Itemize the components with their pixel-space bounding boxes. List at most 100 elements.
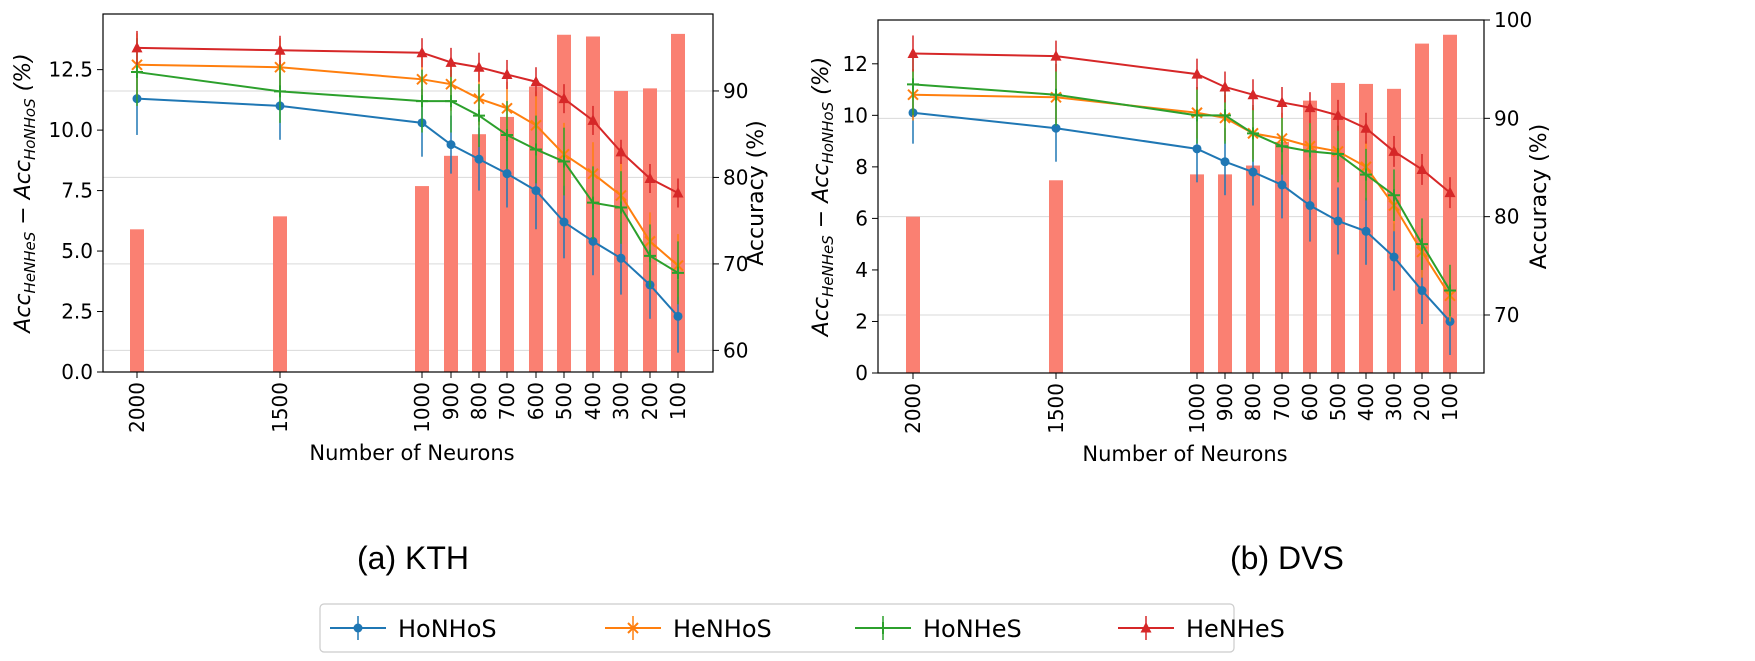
data-point [416, 46, 428, 58]
x-axis-label: Number of Neurons [309, 441, 514, 465]
series-henhos [131, 33, 684, 298]
x-tick-label: 400 [581, 382, 605, 420]
data-point [587, 196, 599, 209]
accuracy-bar [130, 229, 144, 372]
data-point [1191, 109, 1203, 122]
x-tick-label: 800 [467, 382, 491, 420]
data-point [1416, 163, 1428, 174]
data-point [672, 187, 684, 198]
data-point [907, 47, 919, 58]
data-point [558, 92, 570, 104]
x-axis-label: Number of Neurons [1082, 442, 1287, 466]
series-henhes [907, 35, 1456, 209]
data-point [1247, 88, 1259, 100]
data-point [501, 128, 513, 141]
data-point [644, 249, 656, 262]
x-tick-label: 400 [1354, 383, 1378, 421]
y-right-tick-label: 100 [1494, 8, 1532, 32]
data-point [502, 169, 512, 179]
y-axis-label: AccHeNHeS − AccHoNHoS (%) [809, 57, 837, 338]
data-point [131, 41, 143, 53]
x-tick-label: 200 [638, 382, 662, 420]
series-honhes [907, 53, 1456, 317]
legend-label: HoNHoS [398, 615, 497, 643]
legend-marker [353, 623, 363, 633]
data-point [615, 201, 627, 214]
accuracy-bar [529, 86, 543, 372]
y-tick-label: 0 [855, 361, 868, 385]
y-tick-label: 0.0 [61, 360, 93, 384]
x-tick-label: 200 [1410, 383, 1434, 421]
accuracy-bar [444, 155, 458, 372]
data-point [1276, 96, 1288, 107]
data-point [1191, 68, 1203, 79]
data-point [615, 145, 627, 157]
chart-dvs: 0 2 4 6 8 10 12 70 80 90 100 2000 1500 1000 900 800 700 6… [809, 8, 1552, 466]
caption-dvs: (b) DVS [1230, 540, 1344, 576]
x-tick-label: 700 [495, 382, 519, 420]
legend-label: HeNHeS [1186, 615, 1285, 643]
data-point [530, 75, 542, 87]
data-point [1220, 157, 1230, 167]
data-point [587, 114, 599, 125]
data-point [474, 154, 484, 164]
accuracy-bar [1218, 174, 1232, 373]
x-tick-label: 1500 [1044, 383, 1068, 434]
data-point [501, 68, 513, 79]
x-tick-label: 2000 [901, 383, 925, 434]
chart-kth: 0.0 2.5 5.0 7.5 10.0 12.5 60 70 80 90 2000 1500 1000… [11, 13, 769, 465]
x-tick-label: 500 [552, 382, 576, 420]
y-tick-label: 8 [855, 155, 868, 179]
x-tick-label: 500 [1326, 383, 1350, 421]
y-right-axis-label: Accuracy (%) [744, 120, 769, 266]
x-tick-label: 1500 [268, 382, 292, 433]
data-point [473, 109, 485, 122]
accuracy-bar [1190, 174, 1204, 373]
legend-marker [1140, 622, 1152, 633]
y-axis-label: AccHeNHeS − AccHoNHoS (%) [11, 53, 39, 334]
y-right-tick-label: 60 [723, 338, 748, 362]
data-point [1444, 186, 1456, 198]
series-honhes [131, 38, 684, 305]
y-tick-label: 6 [855, 206, 868, 230]
x-tick-label: 600 [524, 382, 548, 420]
data-point [1388, 145, 1400, 156]
series-line [136, 63, 679, 267]
data-point [672, 266, 684, 279]
data-point [1050, 88, 1062, 101]
data-point [531, 186, 541, 196]
x-tick-label: 100 [1438, 383, 1462, 421]
data-point [588, 236, 598, 246]
series-line [136, 97, 679, 318]
y-tick-label: 10.0 [48, 118, 93, 142]
data-point [1247, 127, 1259, 140]
data-point [907, 78, 919, 91]
axes-frame [102, 13, 714, 373]
x-tick-label: 900 [1213, 383, 1237, 421]
data-point [530, 143, 542, 156]
x-tick-label: 2000 [125, 382, 149, 433]
accuracy-bar [1246, 165, 1260, 373]
y-tick-label: 4 [855, 258, 868, 282]
data-point [1444, 284, 1456, 297]
data-point [1388, 189, 1400, 202]
data-point [1332, 109, 1344, 120]
data-point [558, 155, 570, 168]
data-point [1360, 122, 1372, 133]
data-point [1219, 80, 1231, 92]
data-point [131, 66, 143, 79]
data-point [644, 172, 656, 183]
y-right-tick-label: 90 [1494, 106, 1519, 130]
x-tick-label: 900 [439, 382, 463, 420]
data-point [616, 253, 626, 263]
y-right-tick-label: 90 [723, 79, 748, 103]
x-tick-label: 1000 [1185, 383, 1209, 434]
series-line [912, 83, 1451, 292]
caption-kth: (a) KTH [357, 540, 469, 576]
y-tick-label: 2.5 [61, 300, 93, 324]
data-point [1304, 145, 1316, 158]
data-point [1050, 50, 1062, 61]
data-point [1416, 238, 1428, 251]
series-line [912, 93, 1451, 297]
